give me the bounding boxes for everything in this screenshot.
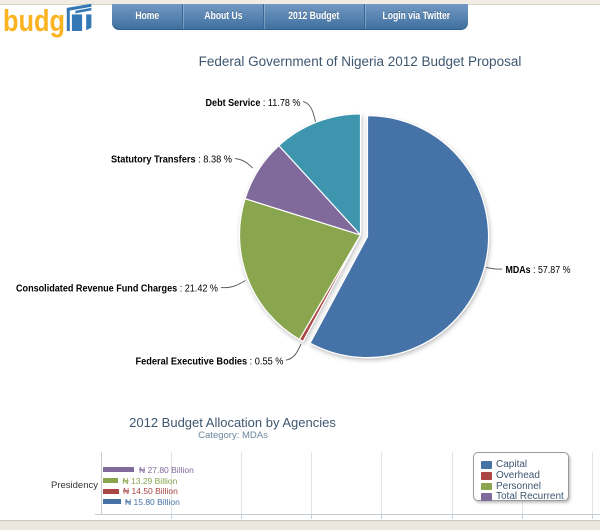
svg-text:Federal Executive Bodies : 0.5: Federal Executive Bodies : 0.55 % (136, 357, 284, 368)
svg-text:Consolidated Revenue Fund Char: Consolidated Revenue Fund Charges : 21.4… (16, 284, 218, 295)
svg-text:budg: budg (3, 3, 65, 38)
svg-text:Debt Service : 11.78 %: Debt Service : 11.78 % (206, 98, 301, 109)
svg-text:MDAs : 57.87 %: MDAs : 57.87 % (506, 265, 571, 276)
svg-text:Statutory Transfers : 8.38 %: Statutory Transfers : 8.38 % (111, 155, 232, 166)
